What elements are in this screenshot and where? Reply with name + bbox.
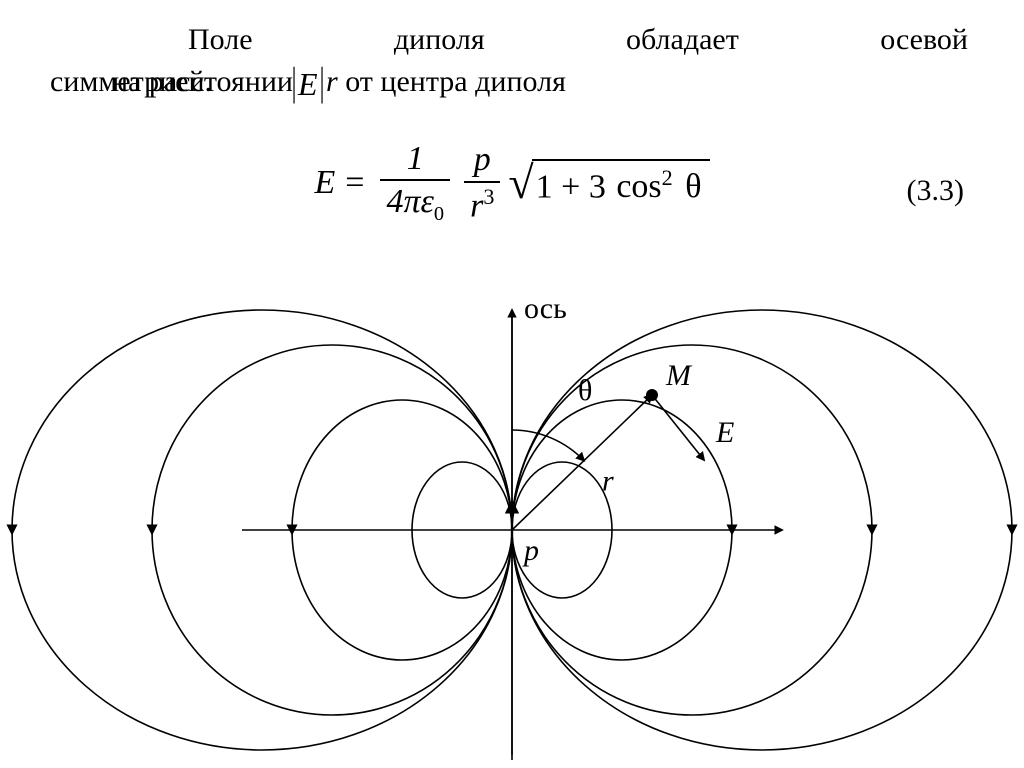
w4: осевой (880, 20, 968, 61)
equation-number: (3.3) (907, 174, 964, 208)
equation-3-3: E = 1 4πε0 p r3 √ 1 + 3 cos2 θ (3.3) (0, 140, 1024, 226)
eq-lhs: E (314, 164, 335, 202)
frac1-num: 1 (401, 140, 430, 177)
abs-bar-r: | (319, 55, 324, 109)
w3: обладает (626, 20, 739, 61)
sqrt-prefix: 1 + 3 (536, 168, 606, 205)
E-vector (652, 395, 704, 460)
frac-1-over-4pieps0: 1 4πε0 (380, 140, 450, 226)
frac2-sup3: 3 (483, 184, 494, 209)
field-line-right-2-bot (512, 530, 872, 715)
sqrt-term: √ 1 + 3 cos2 θ (508, 159, 709, 206)
abs-E-artifact: |E| (290, 55, 326, 109)
frac1-bar (380, 179, 450, 181)
field-line-left-3-bot (12, 530, 512, 750)
field-line-left-3-top (12, 310, 512, 530)
dipole-svg: осьMθErp (232, 300, 792, 760)
frac1-sub0: 0 (434, 203, 444, 225)
field-line-left-2-top (152, 345, 512, 530)
sqrt-cos-sup: 2 (662, 165, 673, 190)
label-theta: θ (578, 374, 592, 407)
frac2-den: r3 (464, 185, 500, 225)
label-E: E (715, 416, 734, 449)
label-axis: ось (524, 292, 567, 325)
sqrt-radical-icon: √ (508, 160, 533, 206)
r-vector (512, 395, 652, 530)
frac1-den: 4πε0 (380, 183, 450, 225)
label-r: r (602, 465, 614, 498)
var-r-inline: r (326, 65, 338, 98)
frac2-r: r (470, 187, 483, 224)
label-p: p (522, 534, 539, 567)
sqrt-cos: cos (616, 168, 661, 205)
para-line2b: на расстоянии (112, 62, 293, 103)
para-line2c: r от центра диполя (326, 62, 566, 103)
dipole-field-diagram: осьMθErp (0, 300, 1024, 765)
frac1-eps: ε (421, 183, 434, 220)
frac1-pi: π (403, 183, 420, 220)
frac2-num: p (468, 141, 497, 178)
field-line-left-0-bot (412, 530, 512, 598)
abs-E-var: E (298, 66, 318, 102)
frac-p-over-r3: p r3 (464, 141, 500, 224)
frac1-4: 4 (386, 183, 403, 220)
sqrt-body: 1 + 3 cos2 θ (532, 159, 710, 206)
field-line-right-2-top (512, 345, 872, 530)
frac2-bar (464, 181, 500, 183)
eq-sign: = (345, 164, 364, 202)
field-line-left-0-top (412, 462, 512, 530)
line2-frag-b: на расстоянии (112, 65, 293, 98)
field-line-left-2-bot (152, 530, 512, 715)
w2: диполя (394, 20, 485, 61)
field-line-right-0-top (512, 462, 612, 530)
sqrt-theta: θ (685, 168, 701, 205)
w1: Поле (188, 20, 253, 61)
label-M: M (665, 359, 693, 392)
field-line-right-3-bot (512, 530, 1012, 750)
abs-bar-l: | (292, 55, 297, 109)
line2-rest: от центра диполя (338, 65, 566, 98)
field-line-right-3-top (512, 310, 1012, 530)
